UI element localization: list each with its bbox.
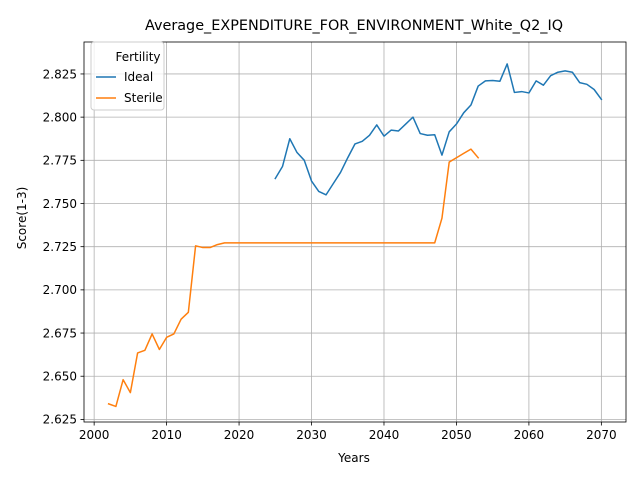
legend: Fertility Ideal Sterile: [90, 41, 165, 111]
plot-frame: [83, 41, 627, 423]
x-axis: 2000 2010 2020 2030 2040 2050 2060 2070: [79, 422, 617, 442]
legend-label-ideal: Ideal: [124, 70, 153, 84]
legend-box: [90, 41, 165, 111]
y-tick-label: 2.650: [43, 370, 77, 384]
x-tick-label: 2070: [586, 428, 617, 442]
y-tick-label: 2.675: [43, 326, 77, 340]
y-tick-label: 2.775: [43, 154, 77, 168]
x-tick-label: 2000: [79, 428, 110, 442]
grid-lines: [84, 42, 626, 422]
y-tick-label: 2.725: [43, 240, 77, 254]
x-axis-label: Years: [337, 451, 370, 465]
series-line-sterile: [107, 148, 480, 408]
x-tick-label: 2050: [441, 428, 472, 442]
series-line-ideal: [274, 63, 603, 196]
chart-title: Average_EXPENDITURE_FOR_ENVIRONMENT_Whit…: [145, 18, 563, 34]
legend-label-sterile: Sterile: [124, 91, 163, 105]
legend-title: Fertility: [115, 50, 160, 64]
y-tick-label: 2.700: [43, 283, 77, 297]
y-axis-label: Score(1-3): [15, 187, 29, 250]
y-tick-label: 2.750: [43, 197, 77, 211]
y-axis: 2.625 2.650 2.675 2.700 2.725 2.750 2.775 2.800…: [43, 67, 84, 427]
x-tick-label: 2010: [151, 428, 182, 442]
y-tick-label: 2.800: [43, 110, 77, 124]
x-tick-label: 2060: [514, 428, 545, 442]
x-tick-label: 2020: [224, 428, 255, 442]
x-tick-label: 2030: [296, 428, 327, 442]
y-tick-label: 2.825: [43, 67, 77, 81]
y-tick-label: 2.625: [43, 413, 77, 427]
series-lines: [107, 63, 603, 408]
x-tick-label: 2040: [369, 428, 400, 442]
